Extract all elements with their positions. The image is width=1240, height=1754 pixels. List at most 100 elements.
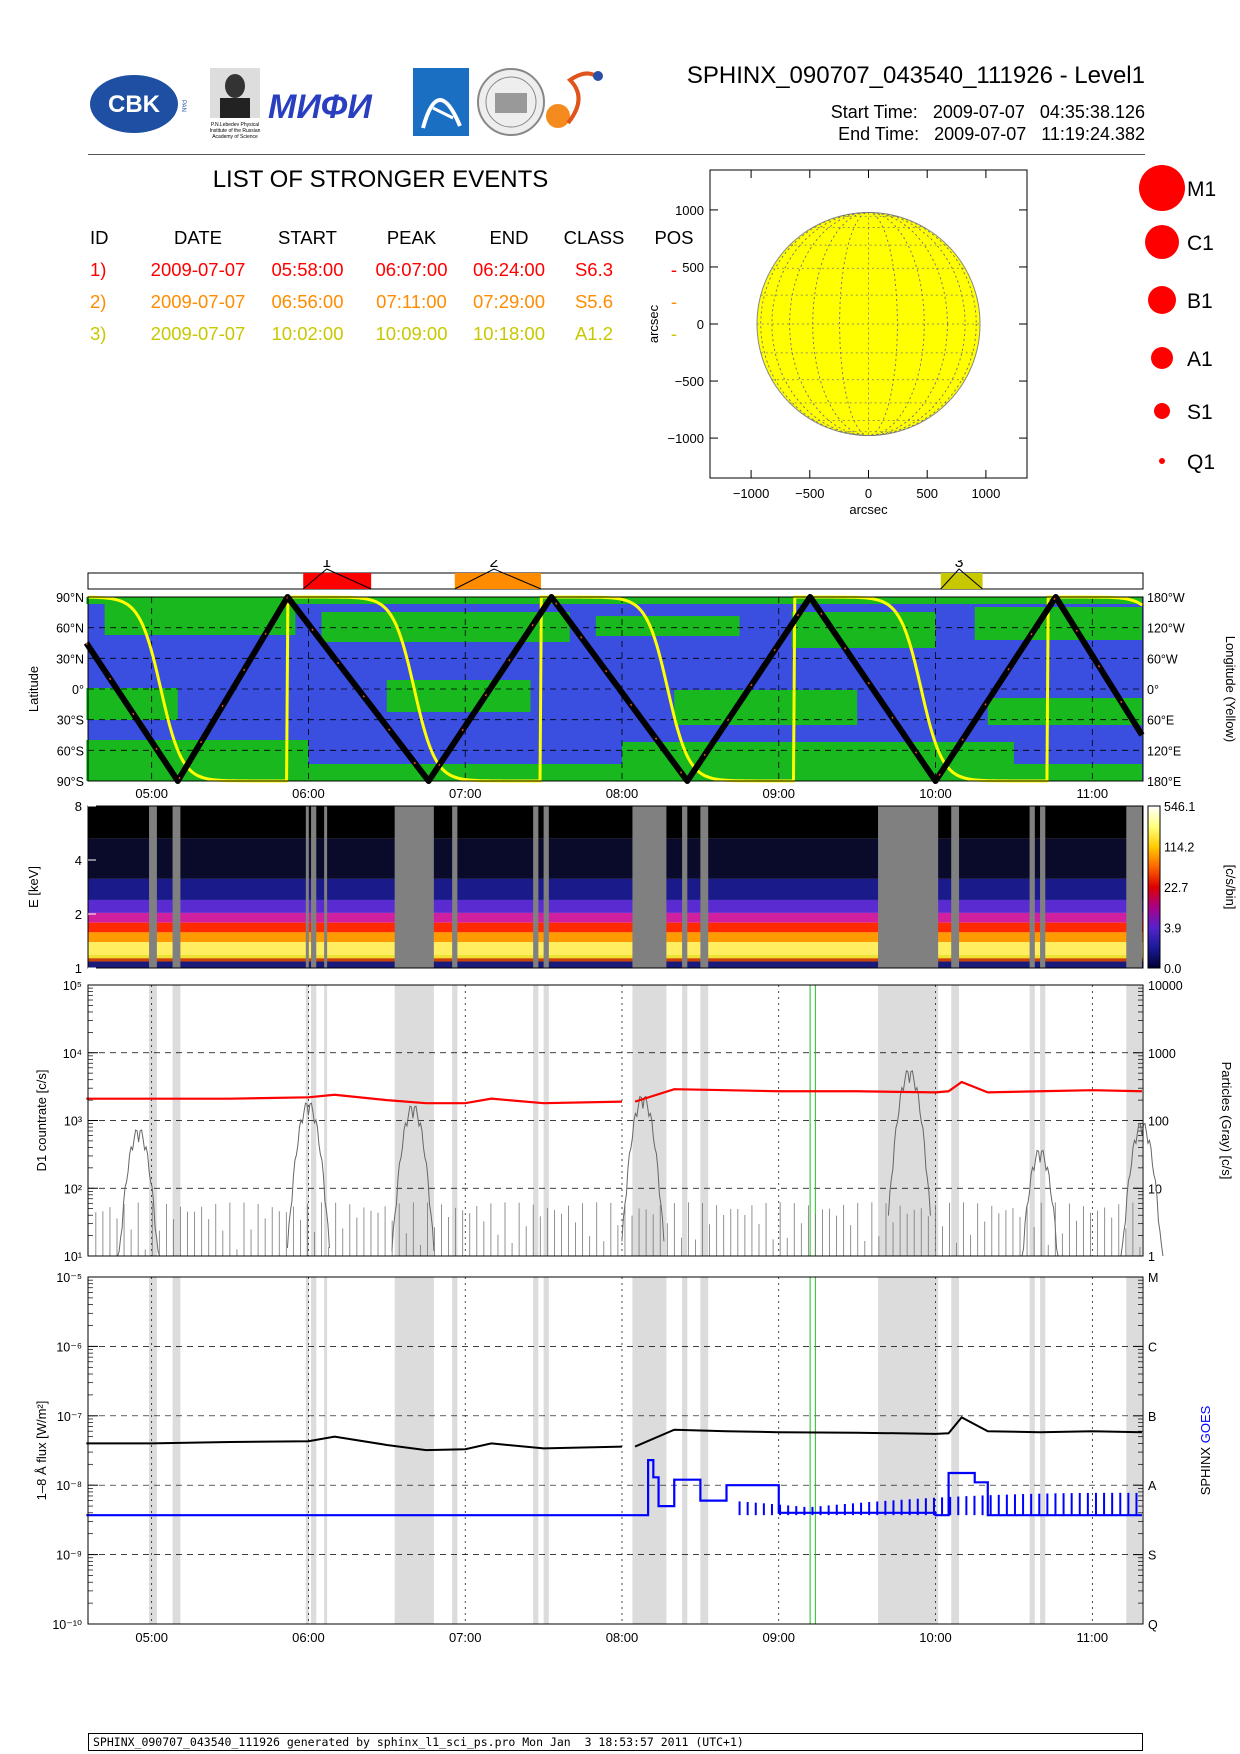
spectrogram-band — [88, 806, 1143, 839]
longitude-axis-label: Longitude (Yellow) — [1223, 636, 1238, 742]
x-tick-label: −500 — [795, 486, 824, 501]
data-gap — [533, 806, 539, 968]
right-tick-label: 10000 — [1148, 979, 1183, 993]
log-tick-label: 10³ — [64, 1115, 82, 1129]
data-gap-shade — [324, 985, 328, 1256]
time-tick-label: 08:00 — [606, 1630, 639, 1645]
time-tick-label: 11:00 — [1077, 786, 1109, 801]
spectrogram-band — [88, 899, 1143, 913]
y-axis-label: arcsec — [646, 304, 661, 343]
event-end: 10:18:00 — [472, 323, 545, 344]
data-gap-shade — [1040, 985, 1046, 1256]
end-time-value: 2009-07-07 11:19:24.382 — [934, 124, 1145, 144]
land-region — [974, 607, 1142, 640]
event-peak-marker — [302, 568, 372, 590]
x-tick-label: −1000 — [733, 486, 770, 501]
flare-size-dot — [1159, 458, 1165, 464]
energy-tick-label: 2 — [75, 907, 82, 922]
spectrogram-band — [88, 942, 1143, 956]
data-gap-shade — [632, 1277, 667, 1624]
start-time-value: 2009-07-07 04:35:38.126 — [932, 102, 1145, 122]
start-time-row: Start Time: 2009-07-07 04:35:38.126 — [831, 102, 1145, 123]
svg-text:Institute of the Russian: Institute of the Russian — [210, 128, 261, 134]
log-tick-label: 10⁵ — [63, 979, 82, 993]
time-series-panels: 1 2 3 90°N 180°W 60°N 120°W 30°N 60°W 0° 0° 30°S 60°… — [26, 560, 1238, 1645]
event-pos: - — [670, 291, 678, 312]
right-tick-label: Q — [1148, 1618, 1158, 1632]
flare-size-dot — [1148, 286, 1176, 314]
data-gap — [311, 806, 317, 968]
colorbar-tick-label: 114.2 — [1164, 841, 1194, 855]
event-pos: - — [670, 323, 678, 344]
data-gap — [543, 806, 549, 968]
land-region — [86, 764, 1142, 781]
log-tick-label: 10⁴ — [63, 1047, 82, 1061]
x-tick-label: 500 — [916, 486, 938, 501]
svg-text:PAN: PAN — [180, 100, 186, 112]
flux-axis-label: 1–8 Å flux [W/m²] — [34, 1401, 49, 1501]
data-gap-shade — [1040, 1277, 1046, 1624]
time-tick-label: 10:00 — [919, 786, 952, 801]
event-span — [303, 573, 372, 589]
data-gap-shade — [878, 1277, 939, 1624]
event-end: 07:29:00 — [472, 291, 545, 312]
data-gap-shade — [700, 1277, 709, 1624]
land-region — [791, 612, 936, 648]
particle-burst — [621, 1095, 665, 1242]
particle-burst — [887, 1069, 931, 1216]
sphinx-logo — [546, 71, 603, 128]
event-pos: - — [670, 259, 678, 280]
y-tick-label: −500 — [675, 374, 704, 389]
latitude-tick-label: 60°S — [57, 744, 84, 758]
longitude-tick-label: 120°E — [1147, 744, 1181, 758]
flux-panel-frame — [87, 1276, 1144, 1625]
column-header: ID — [90, 227, 109, 248]
data-gap-shade — [951, 985, 960, 1256]
mifi-logo: МИФИ — [268, 88, 373, 126]
event-date: 2009-07-07 — [150, 291, 246, 312]
data-gap-shade — [172, 1277, 181, 1624]
right-tick-label: C — [1148, 1340, 1157, 1354]
data-gap-shade — [1126, 1277, 1142, 1624]
end-time-row: End Time: 2009-07-07 11:19:24.382 — [838, 124, 1145, 145]
goes-legend-entry: GOES — [1198, 1405, 1213, 1443]
data-gap — [324, 806, 328, 968]
observation-title: SPHINX_090707_043540_111926 - Level1 — [686, 62, 1145, 89]
right-tick-label: S — [1148, 1549, 1156, 1563]
land-region — [987, 698, 1142, 725]
land-region — [104, 604, 296, 635]
time-tick-label: 09:00 — [762, 786, 795, 801]
event-peak: 06:07:00 — [375, 259, 448, 280]
orbit-map-frame — [87, 596, 1144, 782]
event-class: A1.2 — [574, 323, 614, 344]
svg-text:Academy of Science: Academy of Science — [212, 134, 258, 140]
spectrogram-band — [88, 958, 1143, 962]
latitude-tick-label: 90°N — [56, 591, 84, 605]
sphinx-legend-entry: SPHINX — [1198, 1443, 1213, 1495]
particle-burst — [117, 1129, 161, 1257]
data-gap-shade — [1029, 985, 1035, 1256]
y-tick-label: 1000 — [675, 203, 704, 218]
data-gap — [1029, 806, 1035, 968]
column-header: PEAK — [386, 227, 437, 248]
time-tick-label: 09:00 — [762, 1630, 795, 1645]
lebedev-portrait-logo: P.N.Lebedev Physical Institute of the Ru… — [210, 68, 261, 140]
right-tick-label: A — [1148, 1479, 1157, 1493]
time-range: Start Time: 2009-07-07 04:35:38.126 End … — [700, 102, 1145, 152]
data-gap — [305, 806, 309, 968]
goes-flux-line — [86, 1458, 1142, 1517]
time-tick-label: 08:00 — [606, 786, 639, 801]
event-class: S5.6 — [574, 291, 614, 312]
data-gap — [394, 806, 434, 968]
column-header: END — [489, 227, 529, 248]
latitude-track — [83, 594, 1145, 784]
latitude-tick-label: 60°N — [56, 622, 84, 636]
header-divider — [88, 154, 1145, 155]
institution-logos: CBK PAN P.N.Lebedev Physical Institute o… — [88, 68, 658, 146]
flux-legend-label: SPHINX GOES — [1198, 1405, 1213, 1495]
data-gap-shade — [305, 985, 309, 1256]
spectrogram-band — [88, 932, 1143, 943]
right-tick-label: 1000 — [1148, 1047, 1176, 1061]
right-tick-label: 10 — [1148, 1182, 1162, 1196]
data-gap-shade — [452, 1277, 458, 1624]
